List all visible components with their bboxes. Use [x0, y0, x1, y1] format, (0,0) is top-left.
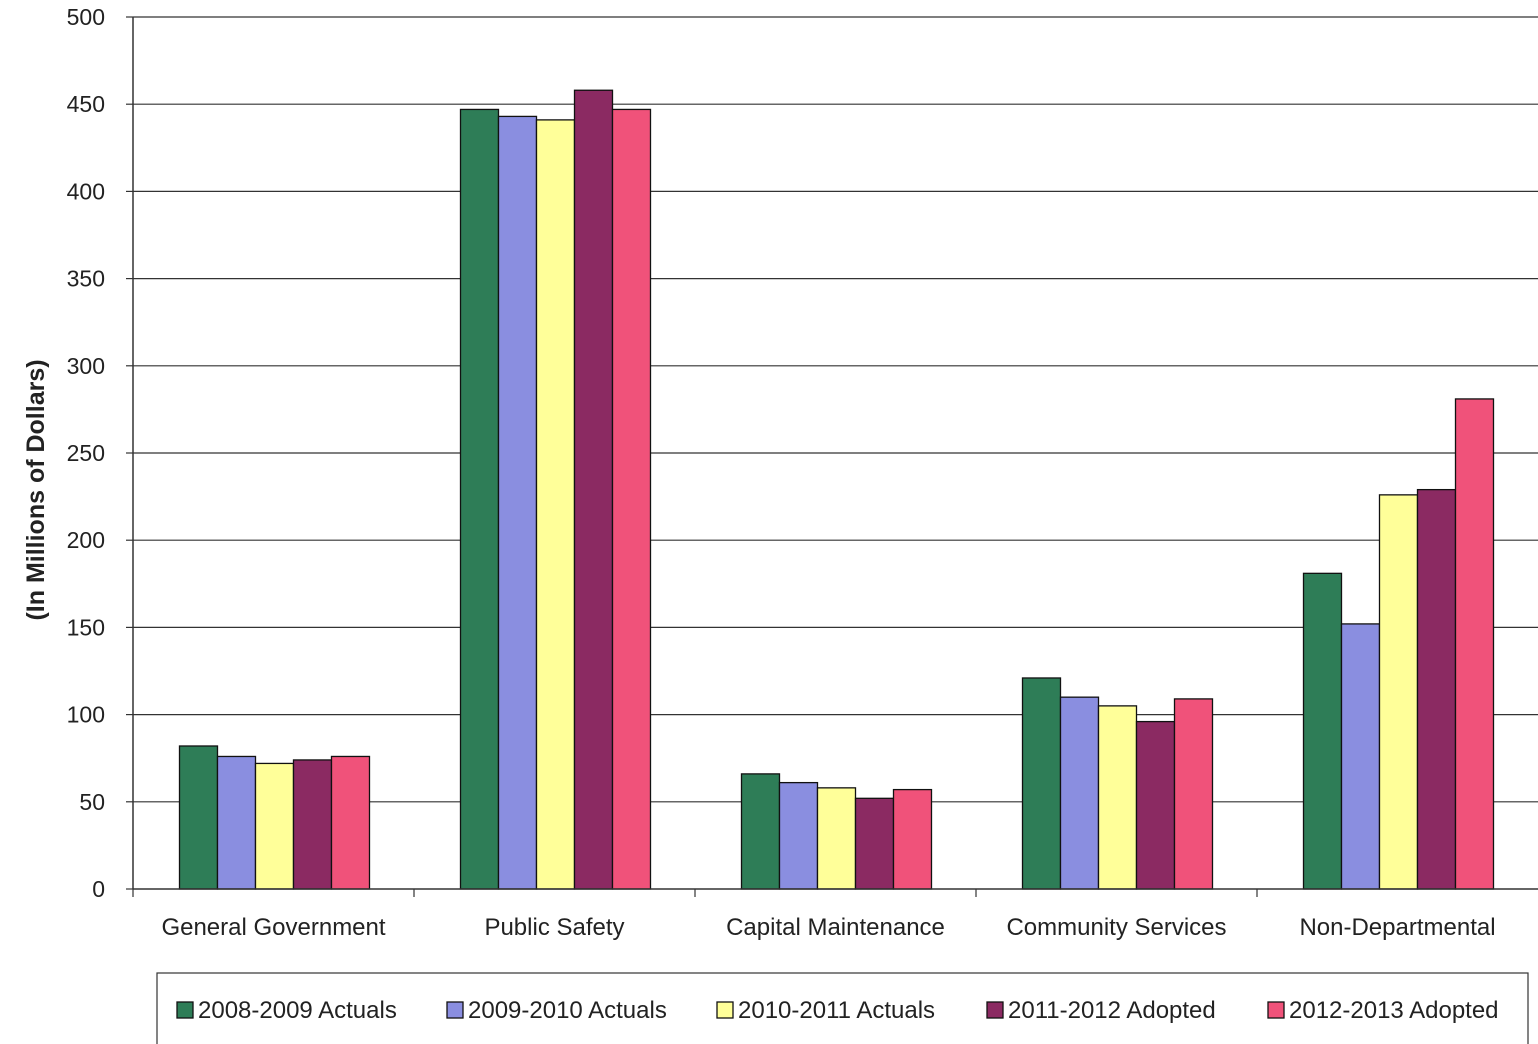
y-tick-label: 400	[67, 178, 105, 204]
x-tick-label: Public Safety	[484, 914, 624, 941]
bar	[1021, 677, 1062, 890]
bar	[254, 762, 295, 890]
x-tick-label: General Government	[161, 914, 385, 941]
legend-label: 2010-2011 Actuals	[738, 997, 935, 1024]
bar	[216, 755, 257, 890]
bar	[1302, 572, 1343, 890]
x-tick-label: Community Services	[1006, 914, 1226, 941]
bar	[535, 119, 576, 890]
bar	[178, 745, 219, 890]
bar	[573, 89, 614, 890]
x-tick-label: Non-Departmental	[1299, 914, 1495, 941]
bar	[816, 787, 857, 890]
bar	[892, 788, 933, 890]
bar	[292, 759, 333, 890]
axes	[126, 16, 1538, 897]
legend-swatch	[986, 1001, 1004, 1019]
axis-labels: 0 50 100 150 200 250 300 350 400 450 500 General Go…	[67, 4, 1496, 941]
bar	[330, 755, 371, 890]
legend-label: 2011-2012 Adopted	[1008, 997, 1216, 1024]
bar	[1059, 696, 1100, 890]
bar	[1097, 705, 1138, 890]
bar	[1340, 623, 1381, 890]
bar	[1416, 488, 1457, 890]
bar	[611, 108, 652, 890]
legend-label: 2009-2010 Actuals	[468, 997, 667, 1024]
bar	[740, 773, 781, 890]
y-tick-label: 50	[79, 789, 105, 815]
bar	[1378, 494, 1419, 890]
bars	[178, 89, 1495, 890]
y-axis-title: (In Millions of Dollars)	[22, 359, 50, 620]
bar	[778, 781, 819, 890]
bar	[1454, 398, 1495, 890]
bar	[1135, 720, 1176, 890]
y-tick-label: 150	[67, 614, 105, 640]
y-tick-label: 200	[67, 527, 105, 553]
legend-swatch	[446, 1001, 464, 1019]
y-tick-label: 100	[67, 702, 105, 728]
legend-swatch	[176, 1001, 194, 1019]
legend-box	[156, 972, 1529, 1044]
bar	[497, 115, 538, 890]
bar	[854, 797, 895, 890]
x-tick-label: Capital Maintenance	[726, 914, 945, 941]
y-tick-label: 350	[67, 266, 105, 292]
y-tick-label: 500	[67, 4, 105, 30]
y-tick-label: 250	[67, 440, 105, 466]
legend-label: 2008-2009 Actuals	[198, 997, 397, 1024]
gridlines	[133, 16, 1538, 803]
bar	[459, 108, 500, 890]
bar	[1173, 698, 1214, 890]
legend-swatch	[716, 1001, 734, 1019]
legend-swatch	[1267, 1001, 1285, 1019]
legend-label: 2012-2013 Adopted	[1289, 997, 1499, 1024]
y-tick-label: 450	[67, 91, 105, 117]
y-tick-label: 300	[67, 353, 105, 379]
y-tick-label: 0	[92, 876, 105, 902]
legend: 2008-2009 Actuals 2009-2010 Actuals 2010-2…	[156, 972, 1529, 1044]
